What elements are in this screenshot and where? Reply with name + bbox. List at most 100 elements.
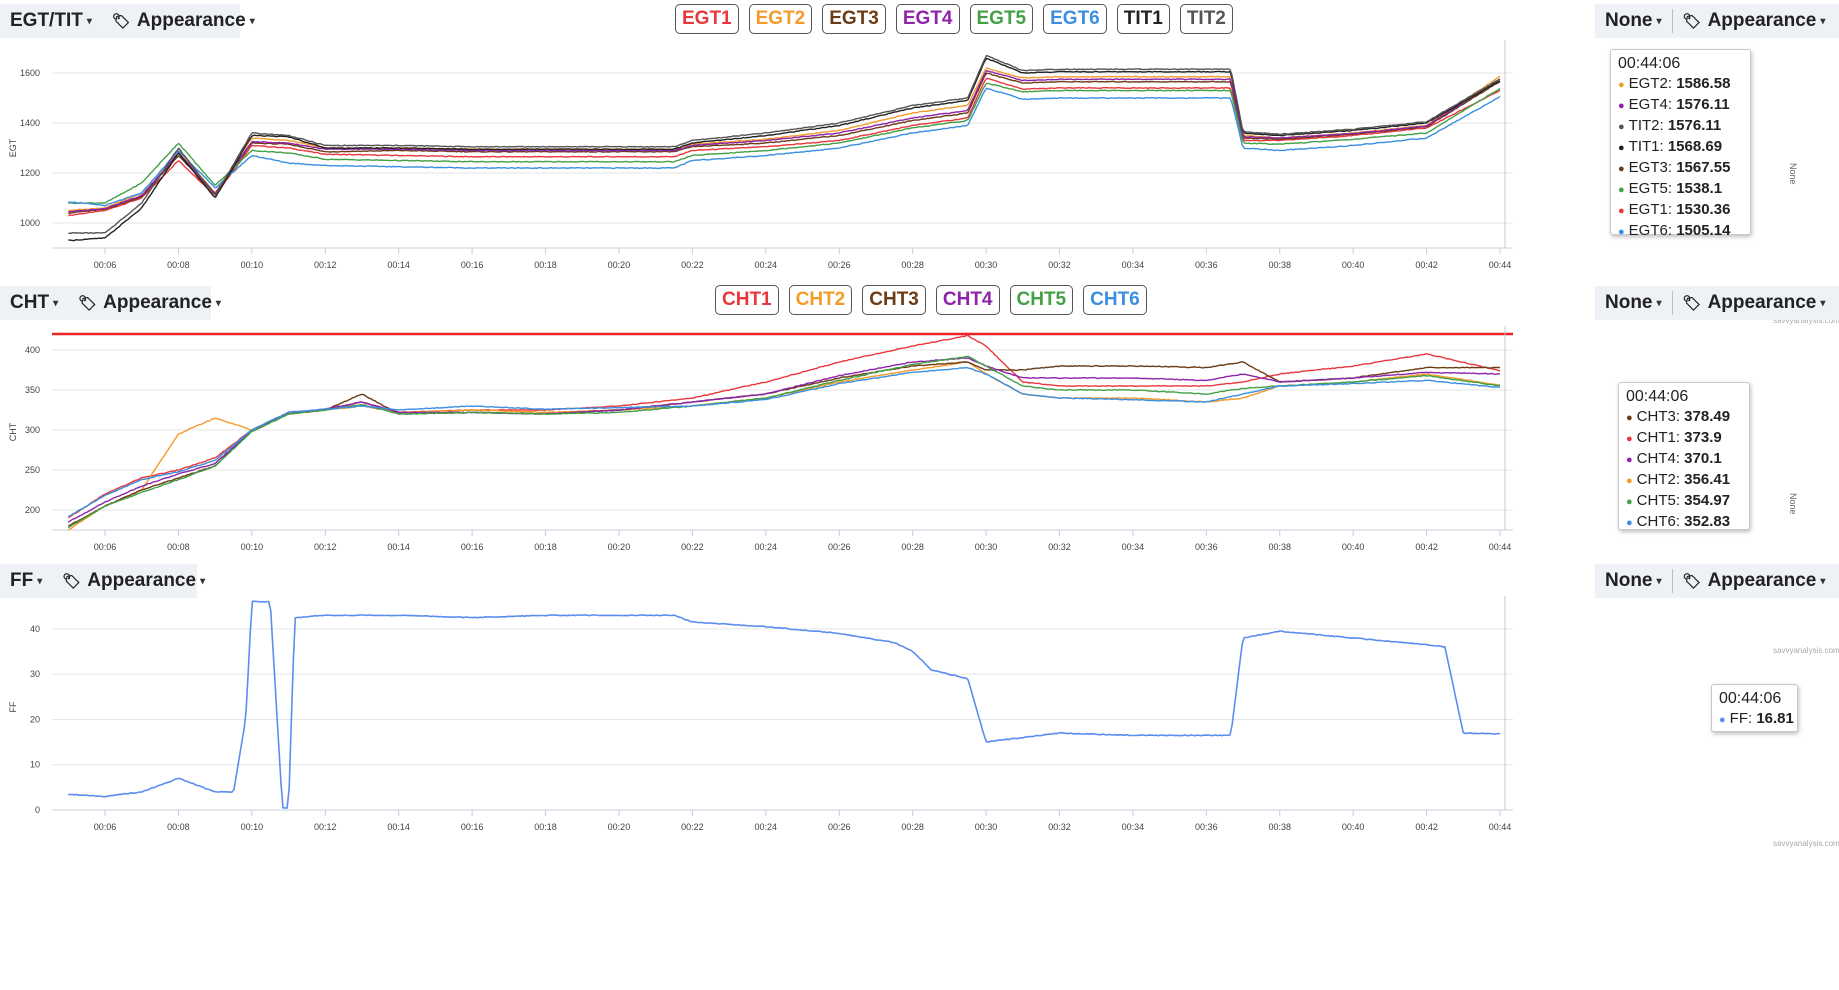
- series-line-egt2[interactable]: [68, 67, 1501, 212]
- tooltip-name: EGT5: [1628, 180, 1668, 197]
- legend-chip-egt4[interactable]: EGT4: [895, 4, 960, 34]
- tooltip-value: 16.81: [1756, 710, 1794, 727]
- x-tick-label: 00:30: [975, 260, 998, 270]
- legend-chip-egt5[interactable]: EGT5: [969, 4, 1034, 34]
- x-tick-label: 00:22: [681, 822, 704, 832]
- x-tick-label: 00:16: [461, 260, 484, 270]
- x-tick-label: 00:16: [461, 542, 484, 552]
- egt-right-selector[interactable]: None ▾ 🏷︎ Appearance ▾: [1595, 4, 1839, 38]
- tooltip-name: EGT2: [1628, 75, 1668, 92]
- y-tick-label: 40: [30, 624, 40, 634]
- series-line-tit2[interactable]: [68, 54, 1501, 235]
- series-line-egt3[interactable]: [68, 72, 1501, 215]
- chevron-down-icon: ▾: [1656, 15, 1662, 27]
- legend-chip-cht1[interactable]: CHT1: [715, 285, 779, 315]
- ff-chart[interactable]: 0 10 20 30 40 00:06 00:08 00:10 00:12 00:14 00:16 0…: [0, 564, 1839, 990]
- tooltip-name: TIT2: [1628, 117, 1660, 134]
- series-line-cht4[interactable]: [67, 357, 1500, 523]
- egt-series-selector[interactable]: EGT/TIT ▾ 🏷︎ Appearance ▾: [0, 4, 255, 38]
- x-tick-label: 00:34: [1122, 822, 1145, 832]
- y-tick-label: 1400: [20, 118, 40, 128]
- legend-chip-cht5[interactable]: CHT5: [1009, 285, 1074, 315]
- y-axis-label: EGT: [8, 138, 18, 157]
- egt-watermark: savvyanalysis.com: [1773, 316, 1839, 325]
- series-line-ff[interactable]: [68, 600, 1501, 809]
- tooltip-name: CHT2: [1636, 471, 1676, 488]
- series-line-egt4[interactable]: [68, 70, 1501, 213]
- ff-watermark: savvyanalysis.com: [1773, 839, 1839, 848]
- legend-chip-tit2[interactable]: TIT2: [1179, 4, 1233, 34]
- cht-right-axis-label: None: [1788, 493, 1798, 515]
- series-line-egt6[interactable]: [68, 87, 1501, 207]
- y-tick-label: 250: [25, 465, 40, 475]
- x-tick-label: 00:26: [828, 542, 851, 552]
- series-line-cht2[interactable]: [68, 361, 1501, 531]
- x-tick-label: 00:38: [1268, 822, 1291, 832]
- ff-appearance-label: Appearance: [87, 570, 197, 591]
- x-tick-label: 00:36: [1195, 822, 1218, 832]
- tooltip-name: CHT6: [1636, 513, 1676, 530]
- chevron-down-icon: ▾: [1656, 575, 1662, 587]
- tooltip-name: FF: [1729, 710, 1748, 727]
- tooltip-name: EGT1: [1628, 201, 1668, 218]
- x-tick-label: 00:36: [1195, 260, 1218, 270]
- tooltip-value: 1567.55: [1676, 159, 1731, 176]
- tag-icon: 🏷︎: [62, 573, 82, 590]
- series-dot: ●: [1618, 205, 1625, 217]
- series-dot: ●: [1626, 412, 1633, 424]
- x-tick-label: 00:08: [167, 542, 190, 552]
- cht-selector-label: CHT: [10, 292, 50, 313]
- series-dot: ●: [1626, 517, 1633, 529]
- series-line-egt5[interactable]: [68, 82, 1501, 205]
- legend-chip-cht6[interactable]: CHT6: [1083, 285, 1147, 315]
- x-tick-label: 00:32: [1048, 260, 1071, 270]
- legend-chip-egt1[interactable]: EGT1: [675, 4, 739, 34]
- egt-tooltip-time: 00:44:06: [1618, 55, 1681, 72]
- legend-chip-egt2[interactable]: EGT2: [748, 4, 813, 34]
- ff-right-selector[interactable]: None ▾ 🏷︎ Appearance ▾: [1595, 564, 1839, 598]
- legend-chip-cht3[interactable]: CHT3: [862, 285, 926, 315]
- cht-series-selector[interactable]: CHT ▾ 🏷︎ Appearance ▾: [0, 286, 221, 320]
- x-tick-label: 00:44: [1489, 822, 1512, 832]
- legend-chip-tit1[interactable]: TIT1: [1116, 4, 1170, 34]
- x-tick-label: 00:22: [681, 542, 704, 552]
- x-tick-label: 00:42: [1415, 822, 1438, 832]
- ff-tooltip-time: 00:44:06: [1719, 690, 1782, 707]
- tooltip-row-cht5: ● CHT5: 354.97: [1626, 492, 1731, 509]
- chevron-down-icon: ▾: [215, 297, 221, 309]
- x-tick-label: 00:22: [681, 260, 704, 270]
- tooltip-row-ff: ● FF: 16.81: [1719, 710, 1794, 727]
- x-tick-label: 00:06: [94, 260, 117, 270]
- y-tick-label: 30: [30, 669, 40, 679]
- series-line-cht6[interactable]: [68, 366, 1501, 517]
- series-line-egt1[interactable]: [67, 77, 1501, 217]
- egt-right-axis-label: None: [1788, 163, 1798, 185]
- legend-chip-egt3[interactable]: EGT3: [822, 4, 886, 34]
- series-line-cht5[interactable]: [67, 355, 1501, 529]
- egt-chart[interactable]: 1000 1200 1400 1600 00:06 00:08 00:10 00:12 00:1…: [0, 0, 1839, 286]
- cht-right-selector[interactable]: None ▾ 🏷︎ Appearance ▾: [1595, 286, 1839, 320]
- cht-chart[interactable]: 200 250 300 350 400 00:06 00:08 00:10 00:12 00:14…: [0, 286, 1839, 564]
- tooltip-row-cht1: ● CHT1: 373.9: [1626, 429, 1722, 446]
- x-tick-label: 00:10: [241, 822, 264, 832]
- legend-chip-cht4[interactable]: CHT4: [935, 285, 1000, 315]
- x-tick-label: 00:42: [1415, 260, 1438, 270]
- ff-series-selector[interactable]: FF ▾ 🏷︎ Appearance ▾: [0, 564, 205, 598]
- x-tick-label: 00:12: [314, 542, 337, 552]
- chevron-down-icon: ▾: [200, 575, 206, 587]
- legend-chip-egt6[interactable]: EGT6: [1043, 4, 1107, 34]
- x-tick-label: 00:40: [1342, 822, 1365, 832]
- legend-chip-cht2[interactable]: CHT2: [788, 285, 853, 315]
- series-line-cht1[interactable]: [67, 334, 1501, 519]
- tag-icon: 🏷︎: [1682, 573, 1702, 590]
- x-tick-label: 00:14: [387, 260, 410, 270]
- series-line-tit1[interactable]: [68, 57, 1501, 242]
- x-tick-label: 00:32: [1048, 822, 1071, 832]
- chevron-down-icon: ▾: [1820, 575, 1826, 587]
- x-tick-label: 00:28: [901, 542, 924, 552]
- tooltip-row-egt2: ● EGT2: 1586.58: [1618, 75, 1731, 92]
- tooltip-value: 354.97: [1684, 492, 1731, 509]
- tooltip-name: TIT1: [1628, 138, 1660, 155]
- tooltip-row-egt5: ● EGT5: 1538.1: [1618, 180, 1723, 197]
- y-tick-label: 300: [25, 425, 40, 435]
